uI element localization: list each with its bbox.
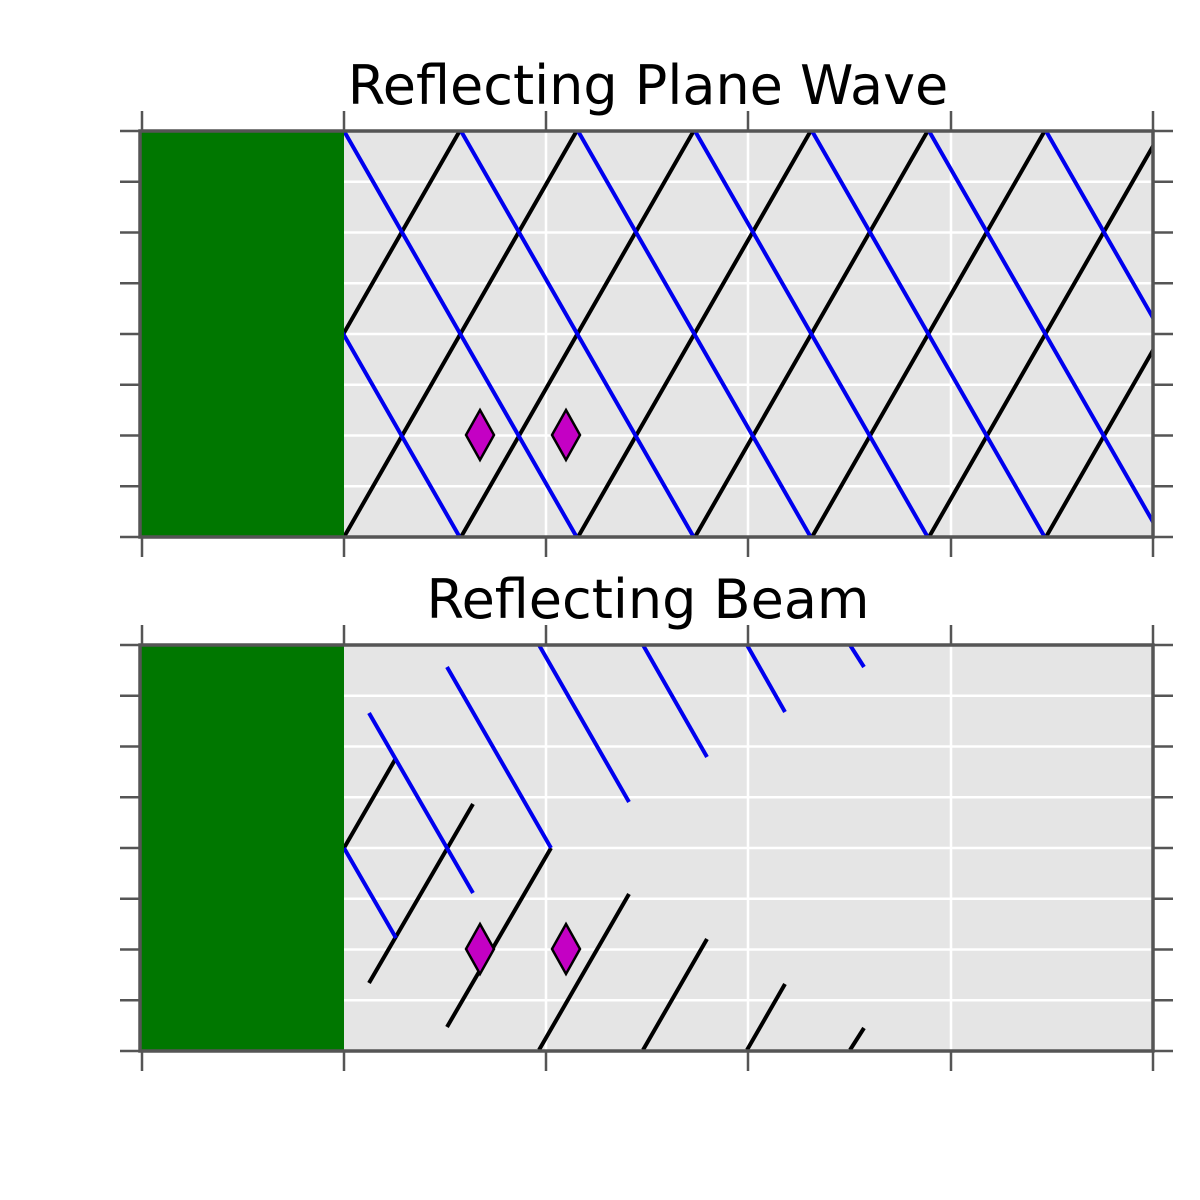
reflected-ray bbox=[1044, 131, 1153, 322]
diamond-marker bbox=[550, 921, 582, 977]
reflected-ray bbox=[576, 131, 813, 537]
incident-ray bbox=[745, 983, 787, 1051]
diamond-marker bbox=[464, 921, 496, 977]
reflected-ray bbox=[745, 645, 787, 713]
panel-reflecting-plane-wave: Reflecting Plane Wave bbox=[120, 54, 1173, 557]
green-wall-block bbox=[140, 645, 344, 1051]
reflected-ray bbox=[537, 645, 631, 803]
reflected-ray bbox=[344, 131, 579, 537]
incident-ray bbox=[344, 756, 398, 850]
reflected-ray bbox=[445, 666, 553, 849]
reflected-ray bbox=[344, 846, 398, 940]
reflected-ray bbox=[344, 331, 462, 537]
incident-ray bbox=[641, 938, 709, 1051]
incident-ray bbox=[344, 131, 462, 337]
ray-layer bbox=[344, 131, 1153, 537]
reflected-ray bbox=[810, 131, 1047, 537]
ray-layer bbox=[344, 645, 866, 1051]
incident-ray bbox=[848, 1026, 866, 1051]
incident-ray bbox=[445, 846, 553, 1029]
reflected-ray bbox=[367, 711, 475, 895]
reflected-ray bbox=[459, 131, 696, 537]
green-wall-block bbox=[140, 131, 344, 537]
incident-ray bbox=[367, 802, 475, 985]
incident-ray bbox=[1044, 346, 1153, 537]
panel-title: Reflecting Plane Wave bbox=[348, 54, 949, 117]
reflected-ray bbox=[848, 645, 866, 669]
panel-reflecting-beam: Reflecting Beam bbox=[120, 568, 1173, 1071]
incident-ray bbox=[537, 893, 631, 1051]
panel-title: Reflecting Beam bbox=[426, 568, 869, 631]
diamond-marker bbox=[550, 407, 582, 463]
diamond-marker bbox=[464, 407, 496, 463]
reflected-ray bbox=[641, 645, 709, 758]
reflected-ray bbox=[693, 131, 930, 537]
reflected-ray bbox=[927, 131, 1153, 526]
